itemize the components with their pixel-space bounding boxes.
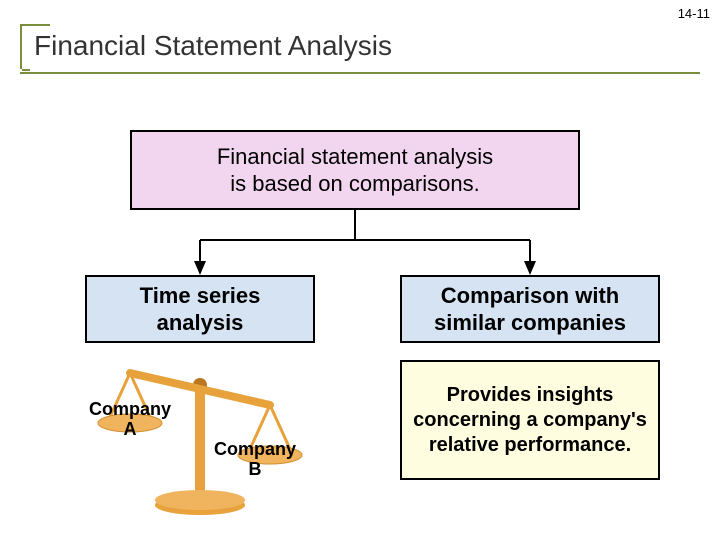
scale-label-company-b: CompanyB: [210, 440, 300, 480]
balance-scale-graphic: CompanyA CompanyB: [80, 355, 320, 525]
insight-box: Provides insights concerning a company's…: [400, 360, 660, 480]
comparison-text: Comparison withsimilar companies: [434, 282, 626, 337]
comparison-box: Comparison withsimilar companies: [400, 275, 660, 343]
time-series-box: Time seriesanalysis: [85, 275, 315, 343]
title-block: Financial Statement Analysis: [20, 30, 392, 62]
page-number: 14-11: [678, 6, 710, 21]
scale-label-company-a: CompanyA: [85, 400, 175, 440]
slide-title: Financial Statement Analysis: [20, 30, 392, 62]
top-premise-box: Financial statement analysisis based on …: [130, 130, 580, 210]
title-underline: [20, 72, 700, 74]
title-accent-box: [20, 24, 50, 69]
insight-text: Provides insights concerning a company's…: [412, 383, 648, 458]
time-series-text: Time seriesanalysis: [140, 282, 261, 337]
top-premise-text: Financial statement analysisis based on …: [217, 143, 493, 198]
